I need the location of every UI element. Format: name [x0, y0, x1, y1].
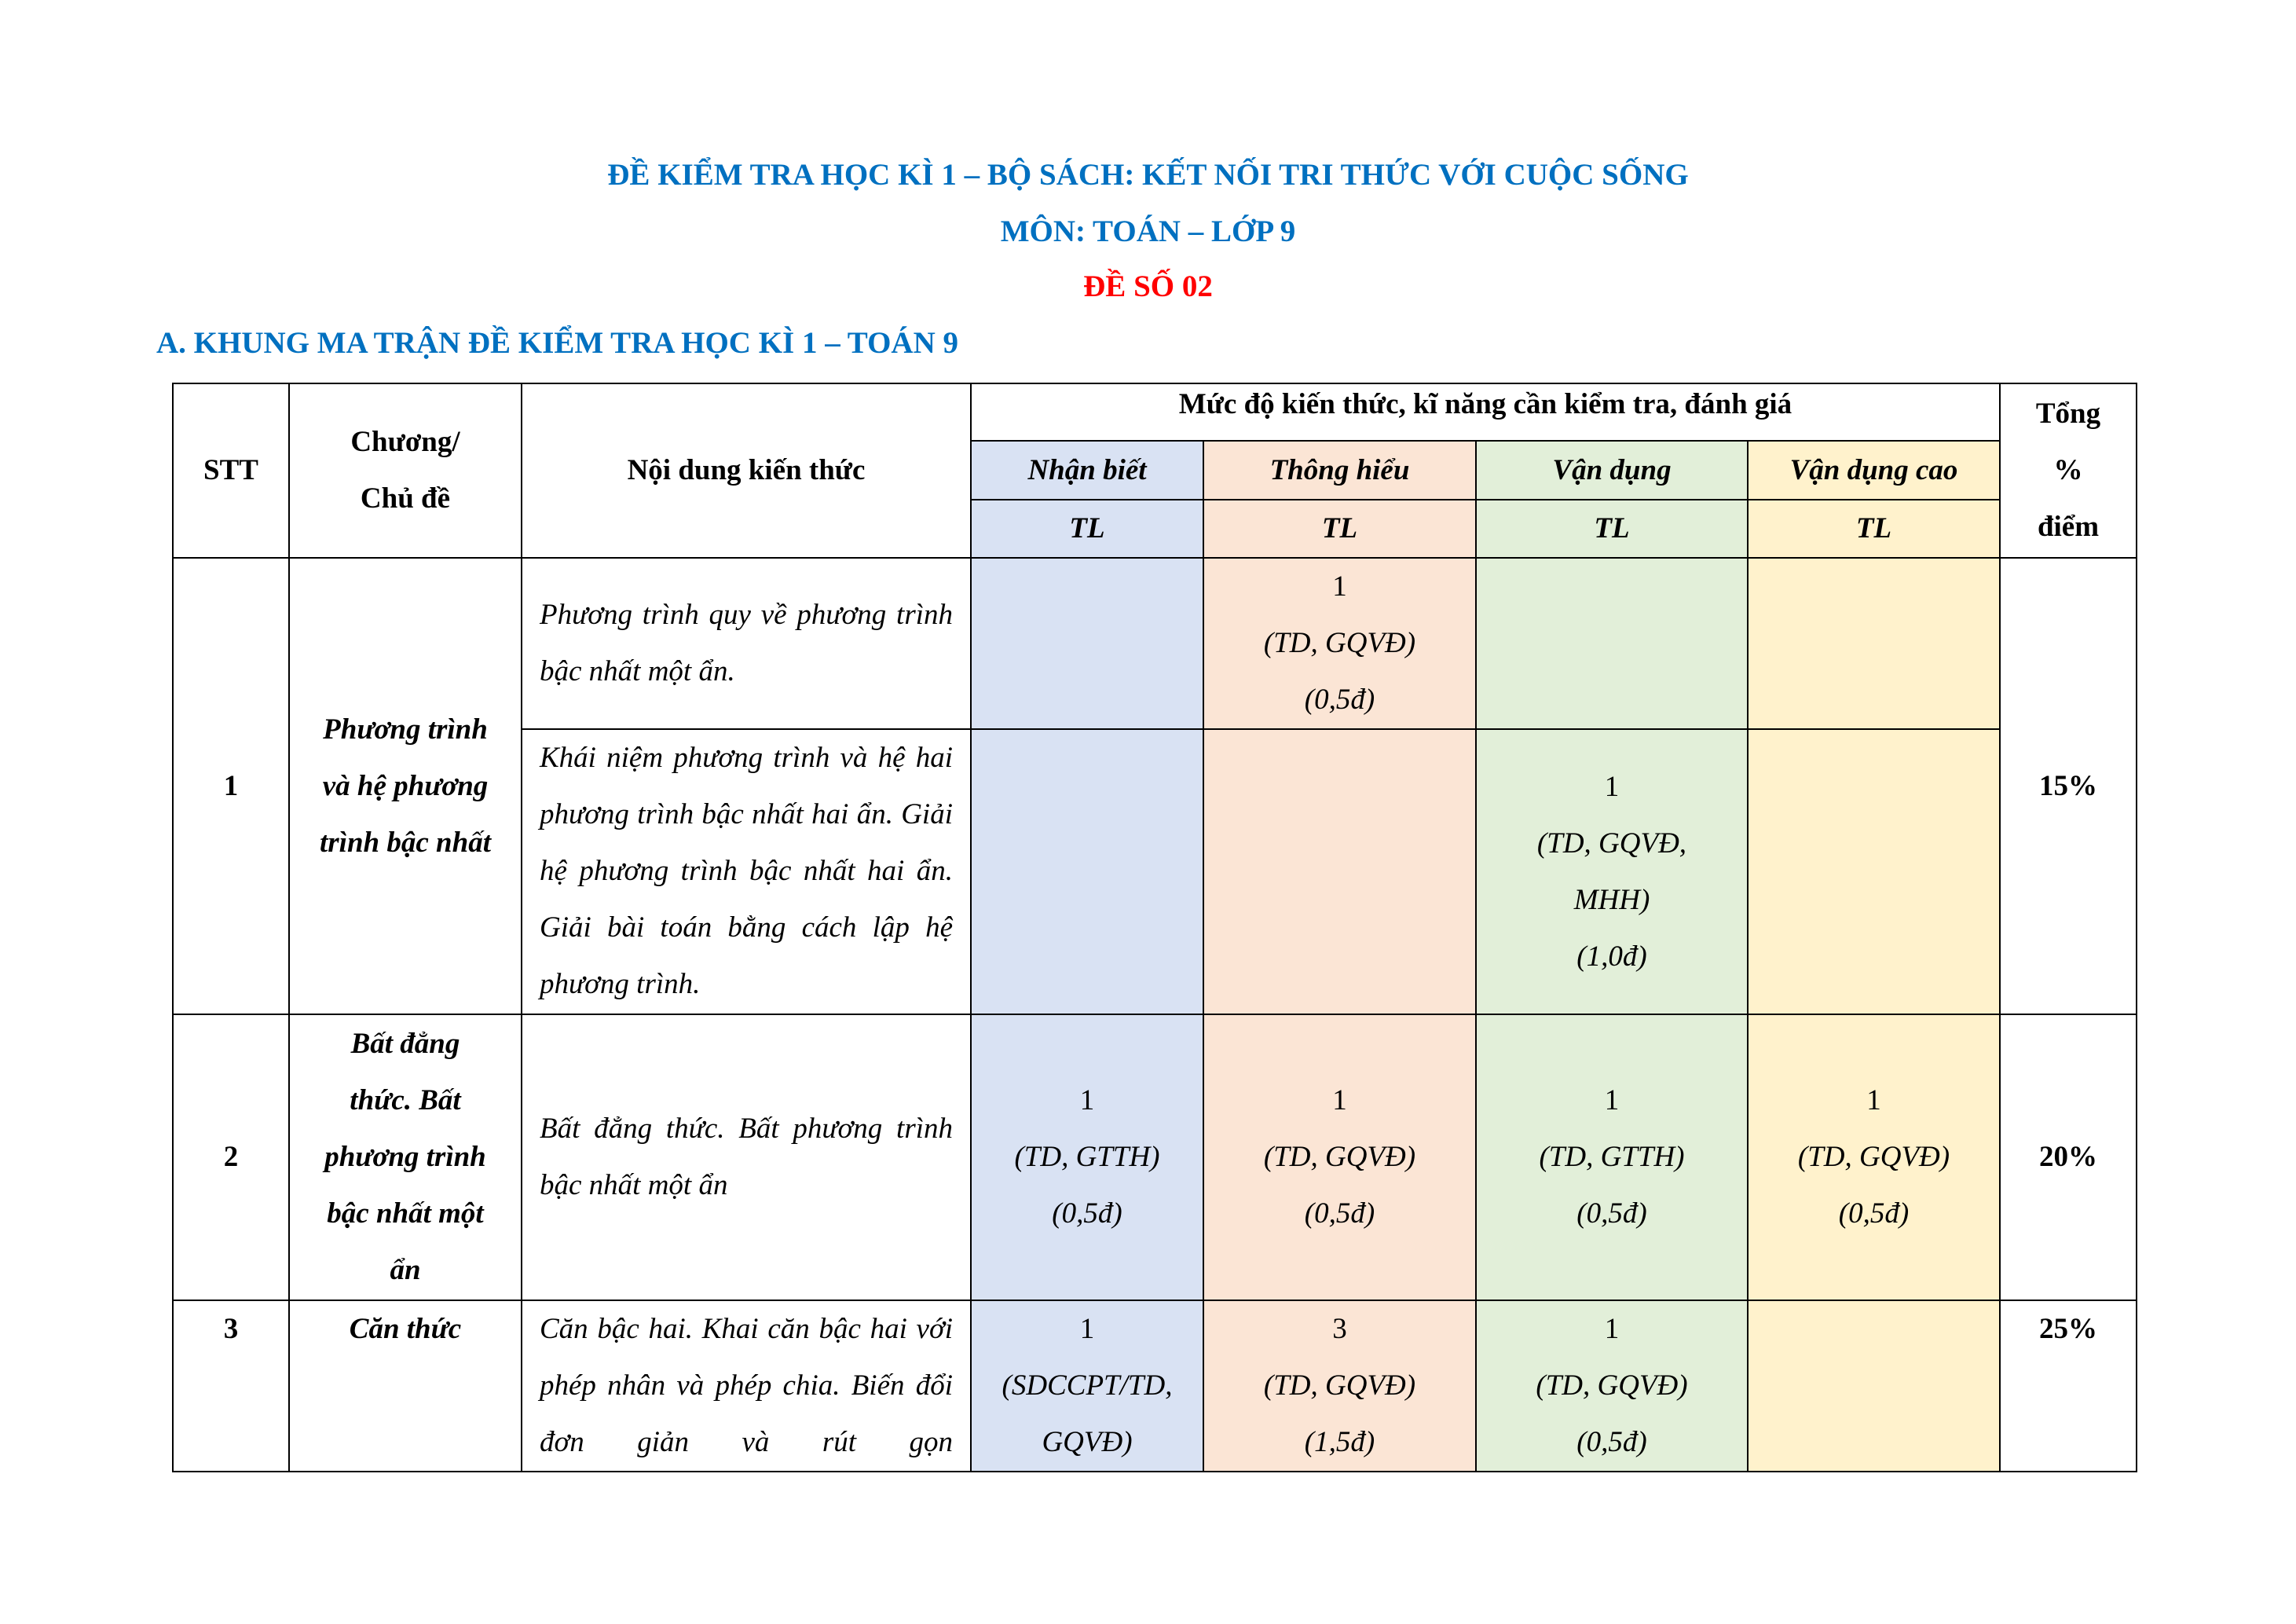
row-total: 25%: [1999, 1300, 2137, 1472]
cell-nhan-biet: [970, 728, 1204, 1015]
cell-thong-hieu: 3 (TD, GQVĐ) (1,5đ): [1203, 1300, 1477, 1472]
cell-van-dung: 1 (TD, GQVĐ, MHH) (1,0đ): [1475, 728, 1749, 1015]
header-van-dung: Vận dụng: [1475, 440, 1749, 500]
row-chapter: Phương trình và hệ phương trình bậc nhất: [288, 557, 522, 1015]
cell-nhan-biet: 1 (SDCCPT/TD, GQVĐ): [970, 1300, 1204, 1472]
header-tl: TL: [1747, 499, 2001, 559]
cell-van-dung-cao: [1747, 1300, 2001, 1472]
header-tl: TL: [970, 499, 1204, 559]
header-nhan-biet: Nhận biết: [970, 440, 1204, 500]
cell-van-dung-cao: 1 (TD, GQVĐ) (0,5đ): [1747, 1014, 2001, 1301]
row-stt: 3: [172, 1300, 290, 1472]
header-content: Nội dung kiến thức: [521, 383, 972, 559]
header-tl: TL: [1203, 499, 1477, 559]
document-title: ĐỀ KIỂM TRA HỌC KÌ 1 – BỘ SÁCH: KẾT NỐI …: [607, 158, 1689, 192]
header-thong-hieu: Thông hiểu: [1203, 440, 1477, 500]
row-chapter: Bất đẳng thức. Bất phương trình bậc nhất mộ…: [288, 1014, 522, 1301]
cell-van-dung: 1 (TD, GTTH) (0,5đ): [1475, 1014, 1749, 1301]
header-tl: TL: [1475, 499, 1749, 559]
row-content: Khái niệm phương trình và hệ hai phương …: [521, 728, 972, 1015]
row-chapter: Căn thức: [288, 1300, 522, 1472]
matrix-table: STT Chương/Chủ đề Nội dung kiến thức Mức…: [172, 383, 2137, 1472]
row-stt: 1: [172, 557, 290, 1015]
cell-thong-hieu: [1203, 728, 1477, 1015]
cell-van-dung-cao: [1747, 557, 2001, 730]
cell-thong-hieu: 1 (TD, GQVĐ) (0,5đ): [1203, 1014, 1477, 1301]
cell-nhan-biet: [970, 557, 1204, 730]
cell-van-dung: 1 (TD, GQVĐ) (0,5đ): [1475, 1300, 1749, 1472]
row-content: Bất đẳng thức. Bất phương trình bậc nhất…: [521, 1014, 972, 1301]
cell-thong-hieu: 1 (TD, GQVĐ) (0,5đ): [1203, 557, 1477, 730]
header-stt: STT: [172, 383, 290, 559]
cell-nhan-biet: 1 (TD, GTTH) (0,5đ): [970, 1014, 1204, 1301]
row-content: Phương trình quy về phương trình bậc nhấ…: [521, 557, 972, 730]
section-heading: A. KHUNG MA TRẬN ĐỀ KIỂM TRA HỌC KÌ 1 – …: [156, 326, 958, 360]
row-stt: 2: [172, 1014, 290, 1301]
header-total: Tổng% điểm: [1999, 383, 2137, 559]
row-total: 20%: [1999, 1014, 2137, 1301]
cell-van-dung: [1475, 557, 1749, 730]
document-subtitle: MÔN: TOÁN – LỚP 9: [1000, 214, 1296, 248]
exam-number: ĐỀ SỐ 02: [1083, 269, 1213, 303]
header-van-dung-cao: Vận dụng cao: [1747, 440, 2001, 500]
header-levels-title: Mức độ kiến thức, kĩ năng cần kiểm tra, …: [970, 383, 2001, 442]
cell-van-dung-cao: [1747, 728, 2001, 1015]
row-content: Căn bậc hai. Khai căn bậc hai với phép n…: [521, 1300, 972, 1472]
row-total: 15%: [1999, 557, 2137, 1015]
header-chapter: Chương/Chủ đề: [288, 383, 522, 559]
